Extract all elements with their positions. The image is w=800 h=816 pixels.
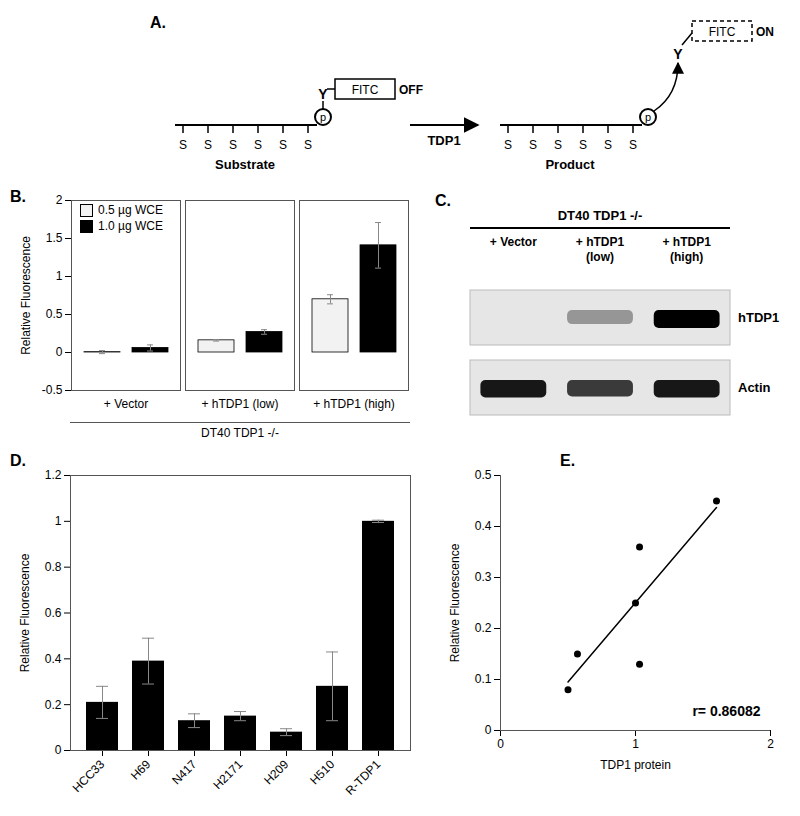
svg-text:H510: H510 xyxy=(307,757,337,787)
svg-text:1: 1 xyxy=(632,737,639,751)
svg-text:1.5: 1.5 xyxy=(46,231,63,245)
svg-text:S: S xyxy=(554,138,562,152)
svg-text:0.6: 0.6 xyxy=(45,606,62,620)
svg-text:H209: H209 xyxy=(261,757,291,787)
svg-text:p: p xyxy=(645,111,651,123)
svg-text:S: S xyxy=(279,138,287,152)
svg-text:0.2: 0.2 xyxy=(45,698,62,712)
svg-text:S: S xyxy=(504,138,512,152)
html-text:E.: E. xyxy=(560,452,576,469)
svg-text:+ hTDP1 (high): + hTDP1 (high) xyxy=(313,397,395,411)
svg-text:S: S xyxy=(629,138,637,152)
svg-text:0.8: 0.8 xyxy=(45,560,62,574)
svg-text:TDP1 protein: TDP1 protein xyxy=(600,758,671,772)
svg-text:0: 0 xyxy=(56,345,63,359)
svg-text:S: S xyxy=(579,138,587,152)
svg-text:Y: Y xyxy=(673,46,683,62)
svg-text:FITC: FITC xyxy=(352,83,379,97)
svg-text:Relative Fluorescence: Relative Fluorescence xyxy=(18,553,32,672)
html-text:B.: B. xyxy=(10,188,26,205)
svg-text:S: S xyxy=(204,138,212,152)
svg-text:+ hTDP1 (low): + hTDP1 (low) xyxy=(201,397,278,411)
svg-text:(low): (low) xyxy=(586,250,614,264)
svg-text:Relative Fluorescence: Relative Fluorescence xyxy=(19,236,33,355)
svg-text:HCC33: HCC33 xyxy=(70,757,108,795)
svg-text:TDP1: TDP1 xyxy=(427,133,460,148)
html-text:D.: D. xyxy=(10,452,26,469)
html-text:1.0 µg WCE: 1.0 µg WCE xyxy=(98,219,163,233)
svg-text:-0.5: -0.5 xyxy=(42,383,63,397)
svg-text:N417: N417 xyxy=(169,757,199,787)
svg-text:+ Vector: + Vector xyxy=(490,235,537,249)
svg-text:Actin: Actin xyxy=(738,380,771,395)
svg-text:S: S xyxy=(229,138,237,152)
svg-text:H69: H69 xyxy=(128,757,154,783)
svg-text:0.4: 0.4 xyxy=(475,519,492,533)
svg-text:1: 1 xyxy=(56,269,63,283)
svg-text:Relative Fluorescence: Relative Fluorescence xyxy=(448,543,462,662)
svg-text:0.3: 0.3 xyxy=(475,570,492,584)
svg-text:0.4: 0.4 xyxy=(45,652,62,666)
svg-text:Product: Product xyxy=(545,157,595,172)
svg-text:S: S xyxy=(604,138,612,152)
svg-text:0: 0 xyxy=(55,743,62,757)
svg-text:(high): (high) xyxy=(670,250,703,264)
svg-text:0.1: 0.1 xyxy=(475,672,492,686)
svg-text:0.2: 0.2 xyxy=(475,621,492,635)
svg-text:0.5: 0.5 xyxy=(475,468,492,482)
svg-text:DT40 TDP1 -/-: DT40 TDP1 -/- xyxy=(558,208,643,223)
svg-text:OFF: OFF xyxy=(399,83,423,97)
svg-text:hTDP1: hTDP1 xyxy=(738,310,779,325)
svg-text:R-TDP1: R-TDP1 xyxy=(343,757,384,798)
svg-text:A.: A. xyxy=(150,14,166,31)
svg-text:2: 2 xyxy=(56,193,63,207)
svg-text:S: S xyxy=(254,138,262,152)
svg-text:+ Vector: + Vector xyxy=(104,397,148,411)
svg-text:0: 0 xyxy=(497,737,504,751)
svg-text:S: S xyxy=(304,138,312,152)
svg-text:0: 0 xyxy=(485,723,492,737)
svg-text:S: S xyxy=(179,138,187,152)
svg-text:r= 0.86082: r= 0.86082 xyxy=(692,703,760,719)
svg-text:S: S xyxy=(529,138,537,152)
svg-text:p: p xyxy=(320,111,326,123)
html-text:0.5 µg WCE: 0.5 µg WCE xyxy=(98,203,163,217)
svg-text:2: 2 xyxy=(767,737,774,751)
svg-text:FITC: FITC xyxy=(709,25,736,39)
html-text:DT40 TDP1 -/-: DT40 TDP1 -/- xyxy=(201,426,279,440)
svg-text:1.2: 1.2 xyxy=(45,468,62,482)
svg-text:+ hTDP1: + hTDP1 xyxy=(576,235,625,249)
svg-text:+ hTDP1: + hTDP1 xyxy=(662,235,711,249)
svg-text:0.5: 0.5 xyxy=(46,307,63,321)
svg-text:Substrate: Substrate xyxy=(215,157,275,172)
svg-text:H2171: H2171 xyxy=(210,757,245,792)
svg-text:C.: C. xyxy=(435,192,451,209)
svg-text:ON: ON xyxy=(756,25,774,39)
svg-text:1: 1 xyxy=(55,514,62,528)
svg-text:Y: Y xyxy=(318,86,328,102)
